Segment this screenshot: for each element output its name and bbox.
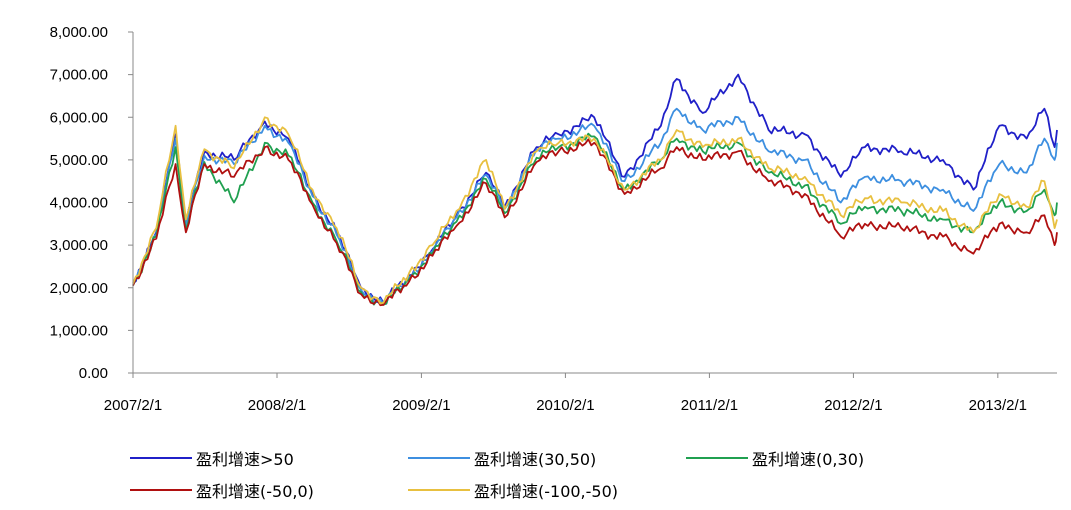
- legend: 盈利增速>50 盈利增速(30,50) 盈利增速(0,30) 盈利增速(-50,…: [130, 442, 990, 506]
- legend-swatch-series-1: [130, 457, 192, 459]
- y-tick-label: 5,000.00: [50, 152, 108, 169]
- legend-row-2: 盈利增速(-50,0) 盈利增速(-100,-50): [130, 474, 990, 506]
- y-tick-label: 4,000.00: [50, 195, 108, 212]
- series-line-3: [132, 132, 1058, 306]
- y-tick-label: 8,000.00: [50, 24, 108, 41]
- x-tick-label: 2012/2/1: [824, 397, 882, 414]
- legend-label-series-5: 盈利增速(-100,-50): [474, 482, 619, 501]
- legend-label-series-4: 盈利增速(-50,0): [196, 482, 314, 501]
- x-tick-label: 2010/2/1: [536, 397, 594, 414]
- y-ticks: 0.00 1,000.00 2,000.00 3,000.00 4,000.00 5,00…: [50, 24, 133, 382]
- series-line-5: [132, 116, 1058, 305]
- y-tick-label: 2,000.00: [50, 280, 108, 297]
- x-tick-label: 2007/2/1: [104, 397, 162, 414]
- legend-swatch-series-3: [686, 457, 748, 459]
- x-ticks: 2007/2/1 2008/2/1 2009/2/1 2010/2/1 2011/2/1…: [104, 373, 1027, 414]
- legend-row-1: 盈利增速>50 盈利增速(30,50) 盈利增速(0,30): [130, 442, 990, 474]
- legend-item-series-1: 盈利增速>50: [130, 446, 408, 470]
- legend-swatch-series-4: [130, 489, 192, 491]
- y-tick-label: 3,000.00: [50, 237, 108, 254]
- legend-item-series-2: 盈利增速(30,50): [408, 446, 686, 470]
- series-layer: [132, 73, 1058, 307]
- legend-swatch-series-5: [408, 489, 470, 491]
- legend-item-series-3: 盈利增速(0,30): [686, 446, 964, 470]
- x-tick-label: 2009/2/1: [392, 397, 450, 414]
- y-tick-label: 7,000.00: [50, 67, 108, 84]
- y-tick-label: 0.00: [79, 365, 108, 382]
- x-tick-label: 2011/2/1: [681, 397, 738, 414]
- legend-label-series-1: 盈利增速>50: [196, 450, 294, 469]
- x-tick-label: 2008/2/1: [248, 397, 306, 414]
- legend-swatch-series-2: [408, 457, 470, 459]
- legend-item-series-5: 盈利增速(-100,-50): [408, 478, 686, 502]
- series-line-4: [132, 138, 1058, 307]
- line-chart: 0.00 1,000.00 2,000.00 3,000.00 4,000.00 5,00…: [50, 24, 1058, 414]
- x-tick-label: 2013/2/1: [969, 397, 1027, 414]
- series-line-2: [132, 107, 1058, 305]
- y-tick-label: 1,000.00: [50, 322, 108, 339]
- legend-item-series-4: 盈利增速(-50,0): [130, 478, 408, 502]
- legend-label-series-3: 盈利增速(0,30): [752, 450, 865, 469]
- legend-label-series-2: 盈利增速(30,50): [474, 450, 597, 469]
- y-tick-label: 6,000.00: [50, 109, 108, 126]
- series-line-1: [132, 73, 1058, 304]
